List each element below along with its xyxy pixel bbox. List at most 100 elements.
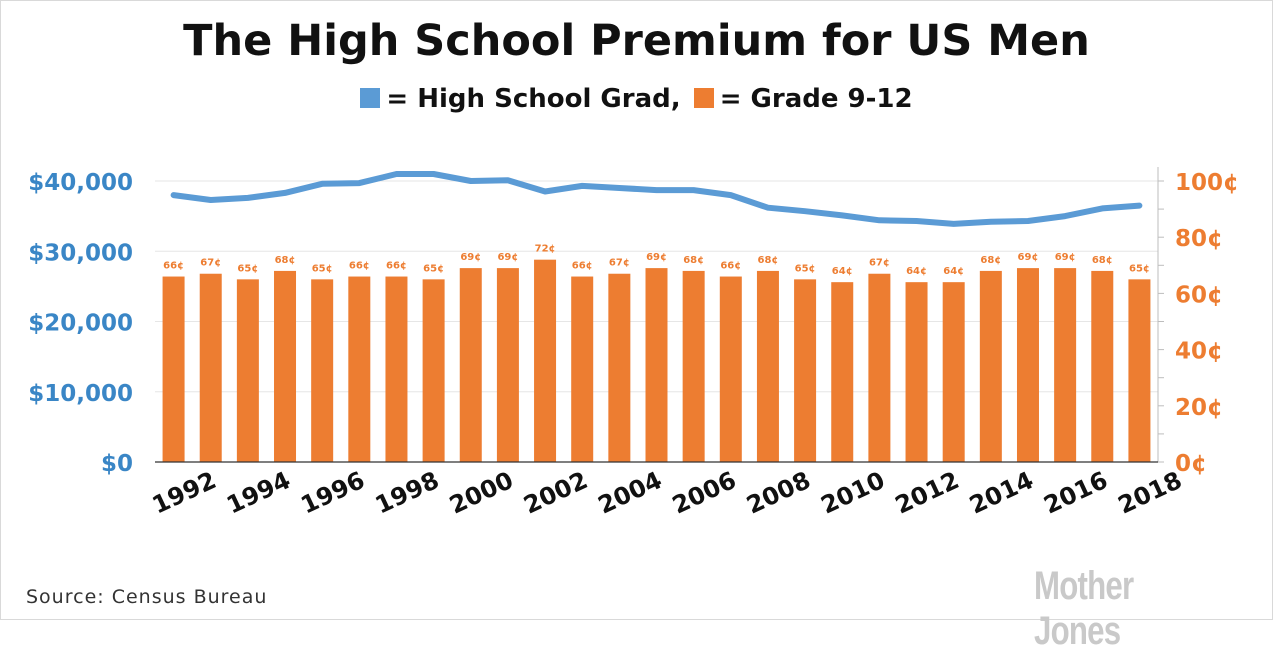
- bar: [1016, 268, 1039, 462]
- bar: [199, 273, 222, 462]
- x-tick-label: 1994: [222, 466, 294, 520]
- bar-data-label: 65¢: [423, 263, 444, 274]
- line-point: [1064, 215, 1066, 217]
- line-point: [953, 223, 955, 225]
- bar: [236, 279, 259, 462]
- right-axis-tick-label: 40¢: [1175, 339, 1223, 365]
- right-axis-tick-label: 20¢: [1175, 395, 1223, 421]
- left-axis-tick-label: $20,000: [28, 311, 133, 337]
- bar-data-label: 68¢: [1092, 255, 1113, 266]
- line-point: [1138, 205, 1140, 207]
- bar: [571, 276, 594, 462]
- x-tick-label: 2000: [445, 466, 517, 520]
- x-tick-label: 2016: [1040, 466, 1112, 520]
- bar: [868, 273, 891, 462]
- right-axis-tick-label: 60¢: [1175, 282, 1223, 308]
- line-point: [693, 189, 695, 191]
- bar-data-label: 68¢: [275, 255, 296, 266]
- left-axis-tick-label: $30,000: [28, 240, 133, 266]
- bar-data-label: 68¢: [980, 255, 1001, 266]
- bar: [756, 270, 779, 462]
- x-tick-label: 2008: [742, 466, 814, 520]
- bar: [942, 282, 965, 462]
- bar: [162, 276, 185, 462]
- bar-data-label: 66¢: [720, 261, 741, 272]
- bar: [496, 268, 519, 462]
- line-point: [1101, 207, 1103, 209]
- line-point: [878, 219, 880, 221]
- line-point: [804, 210, 806, 212]
- line-point: [358, 182, 360, 184]
- bar-data-label: 65¢: [795, 263, 816, 274]
- line-point: [544, 191, 546, 193]
- line-point: [990, 221, 992, 223]
- chart-title: The High School Premium for US Men: [183, 16, 1090, 66]
- bar-data-label: 67¢: [609, 258, 630, 269]
- line-point: [618, 187, 620, 189]
- bar-data-label: 65¢: [1129, 263, 1150, 274]
- right-axis-tick-label: 0¢: [1175, 451, 1207, 477]
- bar-data-label: 66¢: [349, 261, 370, 272]
- line-point: [730, 194, 732, 196]
- right-axis-tick-label: 80¢: [1175, 226, 1223, 252]
- bar-data-label: 64¢: [906, 266, 927, 277]
- x-tick-label: 1998: [371, 466, 443, 520]
- line-point: [433, 173, 435, 175]
- line-point: [916, 220, 918, 222]
- bar-data-label: 68¢: [683, 255, 704, 266]
- bar-data-label: 66¢: [572, 261, 593, 272]
- left-axis-tick-label: $10,000: [28, 381, 133, 407]
- bar: [534, 259, 557, 462]
- bar: [905, 282, 928, 462]
- bar: [831, 282, 854, 462]
- bar: [1091, 270, 1114, 462]
- bar-data-label: 68¢: [758, 255, 779, 266]
- bar: [1054, 268, 1077, 462]
- bar-data-label: 66¢: [386, 261, 407, 272]
- right-axis-tick-label: 100¢: [1175, 170, 1239, 196]
- bar: [682, 270, 705, 462]
- line-point: [767, 207, 769, 209]
- legend-bar-label: = Grade 9-12: [719, 84, 913, 114]
- bar-data-label: 65¢: [312, 263, 333, 274]
- bar: [274, 270, 297, 462]
- bar-data-label: 64¢: [832, 266, 853, 277]
- x-tick-label: 2002: [519, 466, 591, 520]
- bar: [719, 276, 742, 462]
- line-point: [656, 189, 657, 191]
- bar-data-label: 69¢: [460, 252, 481, 263]
- bar-data-label: 67¢: [200, 258, 221, 269]
- bar-data-label: 66¢: [163, 261, 184, 272]
- bar: [311, 279, 334, 462]
- bar: [385, 276, 408, 462]
- bar: [794, 279, 817, 462]
- legend-line-label: = High School Grad,: [386, 84, 681, 114]
- bar-data-label: 69¢: [1055, 252, 1076, 263]
- bar-data-label: 67¢: [869, 258, 890, 269]
- legend-bar-swatch: [693, 88, 714, 108]
- bar-data-label: 69¢: [646, 252, 667, 263]
- line-point: [841, 214, 843, 216]
- mother-jones-logo: Mother Jones: [1034, 564, 1134, 653]
- bar-data-label: 69¢: [1018, 252, 1039, 263]
- bar-data-label: 72¢: [535, 244, 556, 255]
- bar: [348, 276, 371, 462]
- line-point: [173, 194, 175, 196]
- x-tick-label: 2012: [891, 466, 963, 520]
- bar: [645, 268, 668, 462]
- bar-data-label: 65¢: [237, 263, 258, 274]
- source-note: Source: Census Bureau: [26, 586, 268, 608]
- line-point: [581, 185, 583, 187]
- x-tick-label: 2004: [594, 466, 666, 520]
- chart-plot: $0 $10,000 $20,000 $30,000 $40,000 0¢ 20¢ 40¢ 60…: [28, 167, 1239, 520]
- left-axis-tick-label: $0: [101, 451, 133, 477]
- line-point: [210, 199, 212, 201]
- line-point: [1027, 220, 1029, 222]
- bar: [608, 273, 631, 462]
- chart-legend: = High School Grad, = Grade 9-12: [0, 84, 1273, 114]
- x-tick-label: 2006: [668, 466, 740, 520]
- line-point: [284, 192, 286, 194]
- x-tick-label: 2018: [1114, 466, 1186, 520]
- line-point: [321, 183, 323, 185]
- left-axis-tick-label: $40,000: [28, 170, 133, 196]
